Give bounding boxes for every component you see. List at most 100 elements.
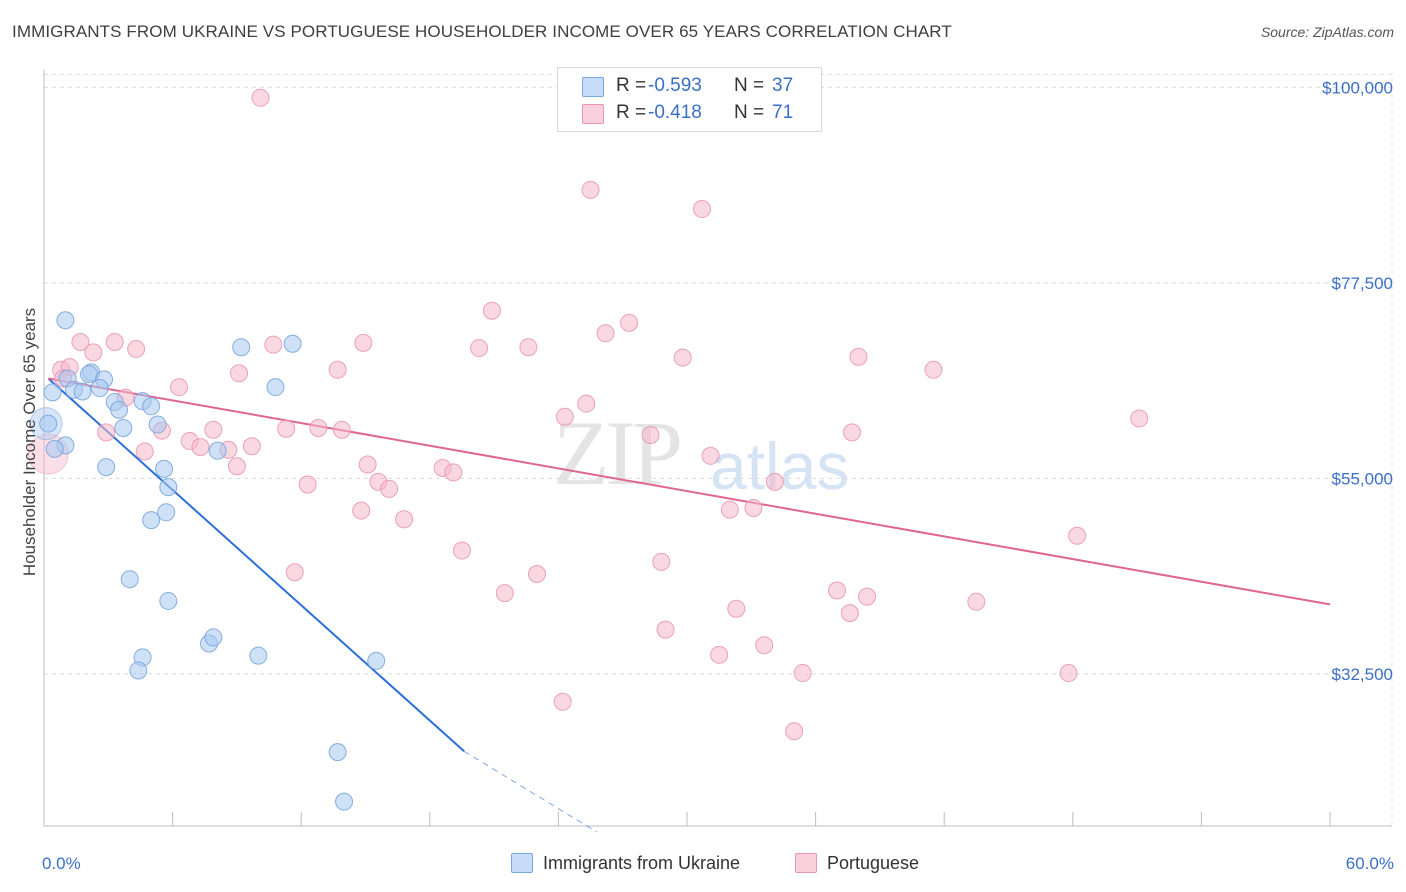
- data-point: [693, 200, 712, 219]
- data-point: [352, 501, 371, 520]
- data-point: [129, 661, 148, 680]
- data-point: [170, 378, 189, 397]
- legend-n-label: N =: [734, 75, 765, 96]
- y-axis-title: Householder Income Over 65 years: [20, 308, 39, 576]
- data-point: [785, 722, 804, 741]
- x-tick-label-min: 0.0%: [42, 854, 81, 873]
- x-tick-label-max: 60.0%: [1346, 854, 1394, 873]
- data-point: [380, 479, 399, 498]
- bottom-legend-swatch-ukraine: [511, 853, 533, 873]
- legend-n-label: N =: [734, 102, 765, 123]
- source-label: Source: ZipAtlas.com: [1260, 24, 1394, 40]
- data-point: [581, 180, 600, 199]
- legend-r-value: -0.418: [648, 102, 702, 123]
- data-point: [232, 338, 251, 357]
- data-point: [142, 511, 161, 530]
- data-point: [452, 541, 471, 560]
- data-point: [673, 348, 692, 367]
- data-point: [335, 792, 354, 811]
- bottom-legend-swatch-portuguese: [795, 853, 817, 873]
- data-point: [45, 439, 64, 458]
- data-point: [204, 420, 223, 439]
- data-point: [596, 324, 615, 343]
- data-point: [793, 664, 812, 683]
- data-point: [328, 743, 347, 762]
- data-point: [285, 563, 304, 582]
- data-point: [553, 692, 572, 711]
- data-points: [27, 88, 1149, 811]
- data-point: [127, 339, 146, 358]
- data-point: [155, 459, 174, 478]
- data-point: [744, 498, 763, 517]
- data-point: [843, 423, 862, 442]
- data-point: [482, 301, 501, 320]
- data-point: [710, 645, 729, 664]
- data-point: [135, 442, 154, 461]
- data-point: [354, 333, 373, 352]
- y-tick-label: $77,500: [1332, 274, 1393, 293]
- legend-r-label: R =: [616, 102, 647, 123]
- data-point: [358, 455, 377, 474]
- data-point: [967, 592, 986, 611]
- y-tick-label: $32,500: [1332, 665, 1393, 684]
- data-point: [84, 343, 103, 362]
- data-point: [828, 581, 847, 600]
- data-point: [266, 378, 285, 397]
- data-point: [97, 423, 116, 442]
- data-point: [1130, 409, 1149, 428]
- data-point: [43, 383, 62, 402]
- data-point: [444, 463, 463, 482]
- data-point: [328, 360, 347, 379]
- data-point: [656, 620, 675, 639]
- legend-r-value: -0.593: [648, 75, 702, 96]
- data-point: [577, 394, 596, 413]
- data-point: [309, 419, 328, 438]
- data-point: [727, 599, 746, 618]
- data-point: [148, 415, 167, 434]
- data-point: [298, 475, 317, 494]
- data-point: [720, 500, 739, 519]
- data-point: [120, 570, 139, 589]
- data-point: [264, 335, 283, 354]
- data-point: [90, 379, 109, 398]
- data-point: [849, 347, 868, 366]
- data-point: [73, 382, 92, 401]
- data-point: [56, 311, 75, 330]
- data-point: [71, 332, 90, 351]
- data-point: [204, 628, 223, 647]
- data-point: [159, 591, 178, 610]
- legend-n-value: 37: [772, 75, 794, 96]
- stats-legend: R = -0.593 N = 37 R = -0.418 N = 71: [557, 67, 822, 132]
- data-point: [227, 457, 246, 476]
- data-point: [97, 458, 116, 477]
- data-point: [367, 651, 386, 670]
- legend-swatch-portuguese: [582, 104, 604, 124]
- axis-labels: $32,500 $55,000 $77,500 $100,000 0.0% 60.0% Ho…: [20, 78, 1394, 873]
- data-point: [105, 332, 124, 351]
- watermark-atlas: atlas: [710, 429, 850, 503]
- data-point: [395, 510, 414, 529]
- data-point: [620, 313, 639, 332]
- trend-line-extension-0: [463, 750, 598, 833]
- bottom-legend-label-portuguese: Portuguese: [827, 853, 920, 873]
- data-point: [1068, 526, 1087, 545]
- data-point: [641, 425, 660, 444]
- data-point: [755, 636, 774, 655]
- legend-r-label: R =: [616, 75, 647, 96]
- data-point: [332, 420, 351, 439]
- data-point: [39, 414, 58, 433]
- data-point: [191, 438, 210, 457]
- data-point: [470, 339, 489, 358]
- data-point: [858, 587, 877, 606]
- data-point: [277, 419, 296, 438]
- trend-line-1: [48, 377, 1331, 606]
- data-point: [251, 88, 270, 107]
- y-tick-label: $55,000: [1332, 469, 1393, 488]
- data-point: [80, 365, 99, 384]
- data-point: [765, 472, 784, 491]
- y-tick-label: $100,000: [1322, 78, 1393, 97]
- data-point: [495, 584, 514, 603]
- data-point: [249, 646, 268, 665]
- data-point: [230, 364, 249, 383]
